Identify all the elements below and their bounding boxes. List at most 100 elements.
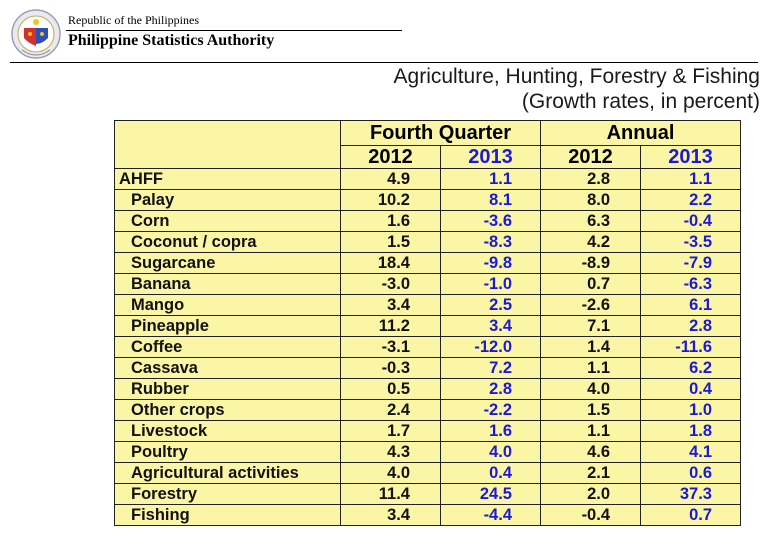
q4-2012-value: 10.2 bbox=[340, 189, 441, 211]
agency-divider bbox=[66, 30, 402, 31]
annual-2012-value: 4.0 bbox=[540, 378, 641, 400]
annual-2013-value: 2.2 bbox=[640, 189, 741, 211]
header-corner bbox=[114, 120, 341, 169]
table-row: Palay 10.2 8.1 8.0 2.2 bbox=[114, 189, 741, 211]
table-row: Poultry 4.3 4.0 4.6 4.1 bbox=[114, 441, 741, 463]
row-label: Poultry bbox=[114, 441, 341, 463]
republic-label: Republic of the Philippines bbox=[68, 13, 199, 27]
annual-2012-value: -8.9 bbox=[540, 252, 641, 274]
table-row: Rubber 0.5 2.8 4.0 0.4 bbox=[114, 378, 741, 400]
annual-2013-value: -6.3 bbox=[640, 273, 741, 295]
row-label: Coconut / copra bbox=[114, 231, 341, 253]
q4-2013-value: 3.4 bbox=[440, 315, 541, 337]
annual-2012-value: 8.0 bbox=[540, 189, 641, 211]
q4-2012-value: 11.2 bbox=[340, 315, 441, 337]
annual-2012-value: 2.0 bbox=[540, 483, 641, 505]
growth-rates-table: Fourth Quarter Annual 2012 2013 2012 201… bbox=[114, 120, 741, 526]
annual-2012-value: 1.1 bbox=[540, 420, 641, 442]
annual-2012-value: 4.2 bbox=[540, 231, 641, 253]
psa-seal-icon bbox=[10, 6, 62, 62]
q4-2012-value: -3.0 bbox=[340, 273, 441, 295]
group-header-fourth-quarter: Fourth Quarter bbox=[340, 120, 541, 146]
annual-2013-value: -0.4 bbox=[640, 210, 741, 232]
row-label: Sugarcane bbox=[114, 252, 341, 274]
annual-2013-value: 6.2 bbox=[640, 357, 741, 379]
annual-2013-value: 6.1 bbox=[640, 294, 741, 316]
year-header: 2013 bbox=[440, 145, 541, 169]
q4-2012-value: 4.0 bbox=[340, 462, 441, 484]
annual-2013-value: -7.9 bbox=[640, 252, 741, 274]
annual-2012-value: 1.1 bbox=[540, 357, 641, 379]
q4-2013-value: 1.6 bbox=[440, 420, 541, 442]
row-label: Palay bbox=[114, 189, 341, 211]
table-row: Forestry 11.4 24.5 2.0 37.3 bbox=[114, 483, 741, 505]
annual-2012-value: 4.6 bbox=[540, 441, 641, 463]
annual-2012-value: 7.1 bbox=[540, 315, 641, 337]
q4-2013-value: -3.6 bbox=[440, 210, 541, 232]
agency-name: Philippine Statistics Authority bbox=[68, 32, 275, 49]
annual-2013-value: -3.5 bbox=[640, 231, 741, 253]
annual-2013-value: 0.6 bbox=[640, 462, 741, 484]
q4-2013-value: -4.4 bbox=[440, 504, 541, 526]
q4-2013-value: 1.1 bbox=[440, 168, 541, 190]
q4-2012-value: 18.4 bbox=[340, 252, 441, 274]
q4-2013-value: 8.1 bbox=[440, 189, 541, 211]
table-row: Pineapple 11.2 3.4 7.1 2.8 bbox=[114, 315, 741, 337]
q4-2013-value: -9.8 bbox=[440, 252, 541, 274]
annual-2012-value: 2.1 bbox=[540, 462, 641, 484]
year-header: 2012 bbox=[540, 145, 641, 169]
annual-2013-value: 4.1 bbox=[640, 441, 741, 463]
annual-2013-value: 0.7 bbox=[640, 504, 741, 526]
table-row: Coconut / copra 1.5 -8.3 4.2 -3.5 bbox=[114, 231, 741, 253]
q4-2012-value: 4.9 bbox=[340, 168, 441, 190]
row-label: Livestock bbox=[114, 420, 341, 442]
annual-2012-value: -2.6 bbox=[540, 294, 641, 316]
row-label: Mango bbox=[114, 294, 341, 316]
annual-2012-value: 2.8 bbox=[540, 168, 641, 190]
table-row: Livestock 1.7 1.6 1.1 1.8 bbox=[114, 420, 741, 442]
annual-2012-value: 1.5 bbox=[540, 399, 641, 421]
annual-2013-value: 1.0 bbox=[640, 399, 741, 421]
q4-2012-value: 3.4 bbox=[340, 294, 441, 316]
row-label: Other crops bbox=[114, 399, 341, 421]
annual-2013-value: 2.8 bbox=[640, 315, 741, 337]
annual-2013-value: 37.3 bbox=[640, 483, 741, 505]
q4-2013-value: 24.5 bbox=[440, 483, 541, 505]
row-label: Agricultural activities bbox=[114, 462, 341, 484]
q4-2013-value: 2.8 bbox=[440, 378, 541, 400]
group-header-annual: Annual bbox=[540, 120, 741, 146]
q4-2012-value: 3.4 bbox=[340, 504, 441, 526]
q4-2013-value: 2.5 bbox=[440, 294, 541, 316]
header-divider bbox=[10, 62, 758, 63]
row-label: Forestry bbox=[114, 483, 341, 505]
q4-2012-value: 1.6 bbox=[340, 210, 441, 232]
row-label: Coffee bbox=[114, 336, 341, 358]
q4-2012-value: 11.4 bbox=[340, 483, 441, 505]
row-label: AHFF bbox=[114, 168, 341, 190]
q4-2013-value: 4.0 bbox=[440, 441, 541, 463]
table-row: Other crops 2.4 -2.2 1.5 1.0 bbox=[114, 399, 741, 421]
table-row: AHFF 4.9 1.1 2.8 1.1 bbox=[114, 168, 741, 190]
row-label: Rubber bbox=[114, 378, 341, 400]
annual-2013-value: 1.8 bbox=[640, 420, 741, 442]
table-row: Agricultural activities 4.0 0.4 2.1 0.6 bbox=[114, 462, 741, 484]
row-label: Cassava bbox=[114, 357, 341, 379]
row-label: Fishing bbox=[114, 504, 341, 526]
annual-2012-value: 6.3 bbox=[540, 210, 641, 232]
year-header: 2012 bbox=[340, 145, 441, 169]
q4-2012-value: 2.4 bbox=[340, 399, 441, 421]
annual-2013-value: 1.1 bbox=[640, 168, 741, 190]
row-label: Corn bbox=[114, 210, 341, 232]
q4-2013-value: -2.2 bbox=[440, 399, 541, 421]
table-row: Coffee -3.1 -12.0 1.4 -11.6 bbox=[114, 336, 741, 358]
q4-2012-value: 0.5 bbox=[340, 378, 441, 400]
table-row: Cassava -0.3 7.2 1.1 6.2 bbox=[114, 357, 741, 379]
table-row: Corn 1.6 -3.6 6.3 -0.4 bbox=[114, 210, 741, 232]
annual-2012-value: 0.7 bbox=[540, 273, 641, 295]
q4-2012-value: 1.7 bbox=[340, 420, 441, 442]
slide-title: Agriculture, Hunting, Forestry & Fishing bbox=[393, 65, 760, 88]
row-label: Pineapple bbox=[114, 315, 341, 337]
q4-2013-value: -8.3 bbox=[440, 231, 541, 253]
slide-subtitle: (Growth rates, in percent) bbox=[521, 90, 760, 113]
q4-2013-value: 0.4 bbox=[440, 462, 541, 484]
